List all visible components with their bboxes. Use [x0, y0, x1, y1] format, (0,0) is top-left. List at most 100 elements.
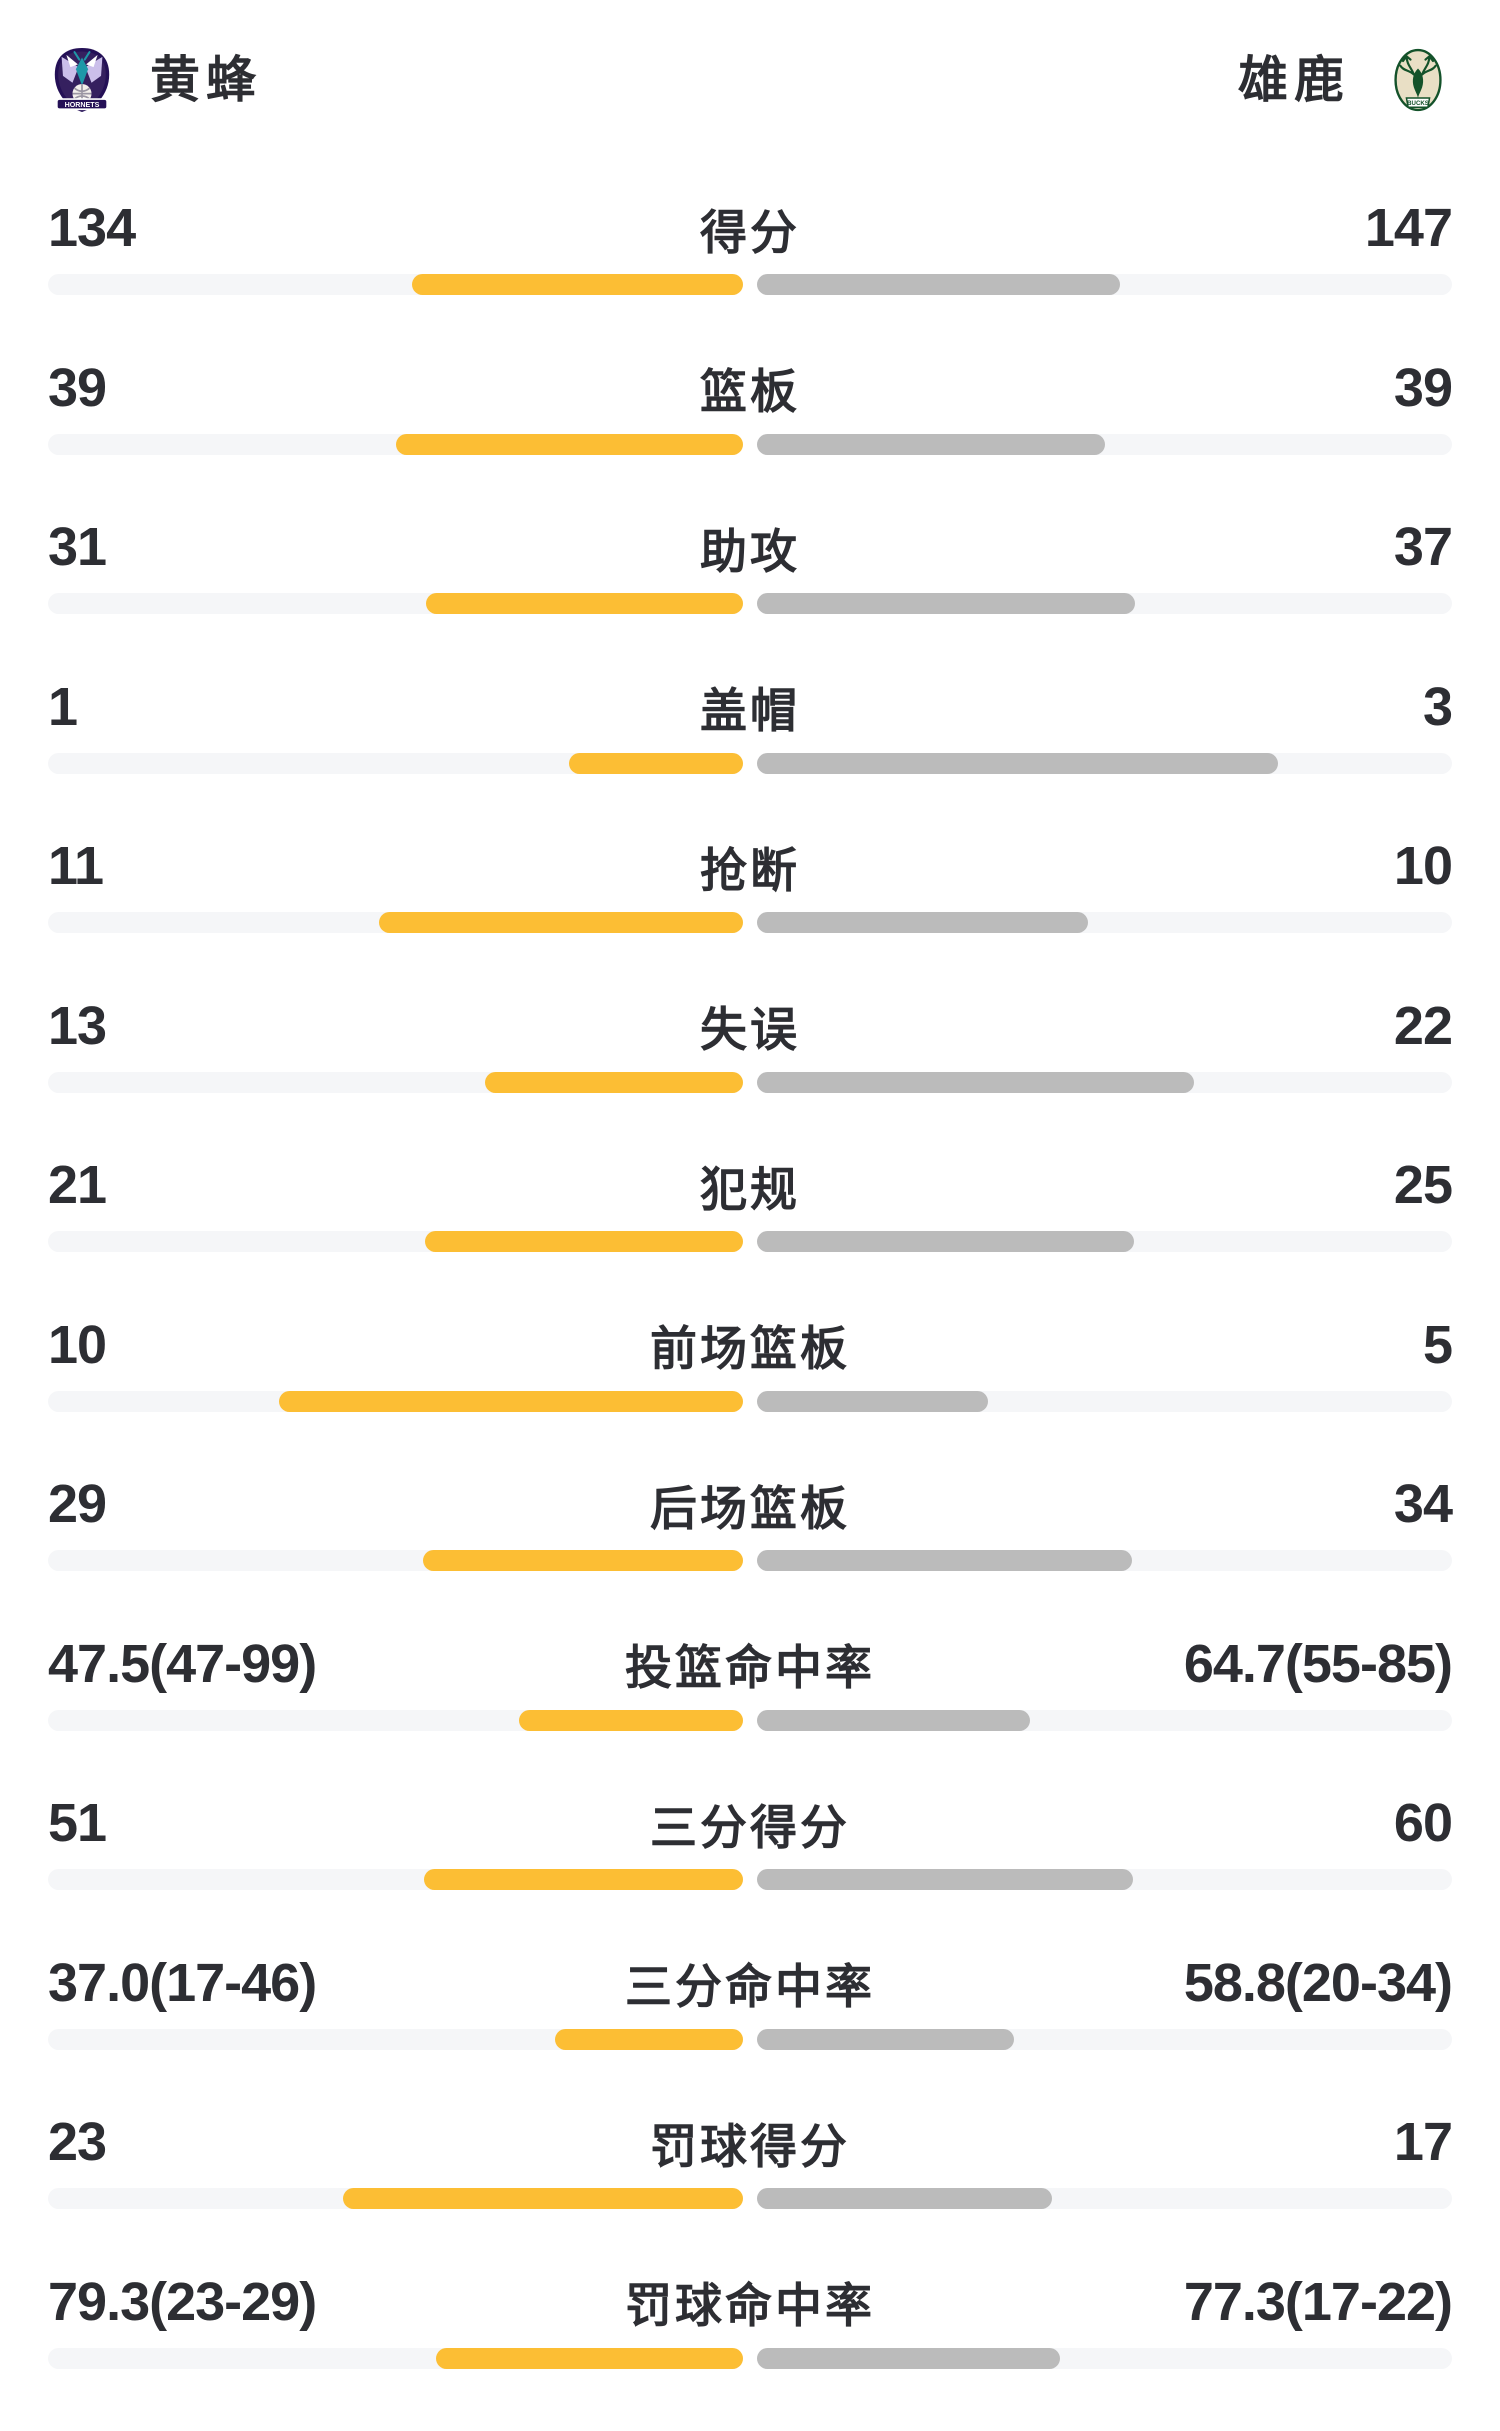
stat-row: 31 助攻 37 [48, 517, 1452, 677]
home-bar [426, 593, 743, 614]
home-bar [279, 1391, 743, 1412]
stat-row: 1 盖帽 3 [48, 677, 1452, 837]
away-value: 39 [800, 357, 1452, 419]
stat-row: 21 犯规 25 [48, 1155, 1452, 1315]
hornets-logo-text: HORNETS [65, 101, 100, 109]
away-bar [757, 274, 1120, 295]
home-team-name: 黄蜂 [150, 46, 262, 114]
away-value: 60 [850, 1792, 1452, 1854]
home-bar [569, 753, 743, 774]
stat-row: 23 罚球得分 17 [48, 2112, 1452, 2272]
home-bar [485, 1072, 743, 1093]
home-bar [412, 274, 744, 295]
away-bar [757, 1391, 988, 1412]
away-bar [757, 434, 1105, 455]
home-value: 31 [48, 516, 700, 578]
home-bar [396, 434, 744, 455]
stat-row: 51 三分得分 60 [48, 1793, 1452, 1953]
home-bar [519, 1710, 743, 1731]
away-value: 77.3(17-22) [875, 2271, 1452, 2333]
away-bar [757, 1231, 1134, 1252]
stat-row-values: 39 篮板 39 [48, 358, 1452, 418]
stat-row-values: 37.0(17-46) 三分命中率 58.8(20-34) [48, 1953, 1452, 2013]
stat-label: 后场篮板 [650, 1470, 850, 1539]
stat-label: 盖帽 [700, 672, 800, 741]
away-value: 22 [800, 995, 1452, 1057]
stat-row-values: 1 盖帽 3 [48, 677, 1452, 737]
stat-row: 29 后场篮板 34 [48, 1474, 1452, 1634]
stat-row: 79.3(23-29) 罚球命中率 77.3(17-22) [48, 2272, 1452, 2431]
away-value: 64.7(55-85) [875, 1633, 1452, 1695]
away-value: 58.8(20-34) [875, 1952, 1452, 2014]
stat-row: 39 篮板 39 [48, 358, 1452, 518]
stat-row: 13 失误 22 [48, 996, 1452, 1156]
stat-label: 三分得分 [650, 1789, 850, 1858]
stat-row-values: 47.5(47-99) 投篮命中率 64.7(55-85) [48, 1634, 1452, 1694]
away-value: 5 [850, 1314, 1452, 1376]
stat-row-values: 29 后场篮板 34 [48, 1474, 1452, 1534]
away-bar [757, 2188, 1052, 2209]
home-bar [343, 2188, 743, 2209]
stat-row-values: 79.3(23-29) 罚球命中率 77.3(17-22) [48, 2272, 1452, 2332]
home-value: 11 [48, 835, 700, 897]
stat-label: 罚球命中率 [625, 2267, 875, 2336]
stat-label: 犯规 [700, 1151, 800, 1220]
stat-row-values: 31 助攻 37 [48, 517, 1452, 577]
stat-label: 失误 [700, 991, 800, 1060]
stat-label: 前场篮板 [650, 1310, 850, 1379]
stat-label: 得分 [700, 194, 800, 263]
hornets-logo-icon: HORNETS [48, 46, 116, 114]
away-bar [757, 2348, 1060, 2369]
stat-row-values: 134 得分 147 [48, 198, 1452, 258]
stat-row: 37.0(17-46) 三分命中率 58.8(20-34) [48, 1953, 1452, 2113]
away-value: 25 [800, 1154, 1452, 1216]
away-bar [757, 2029, 1014, 2050]
stat-bar [48, 1072, 1452, 1093]
stat-row-values: 13 失误 22 [48, 996, 1452, 1056]
away-value: 3 [800, 676, 1452, 738]
stat-row-values: 23 罚球得分 17 [48, 2112, 1452, 2172]
away-bar [757, 593, 1135, 614]
stat-row: 134 得分 147 [48, 198, 1452, 358]
home-value: 51 [48, 1792, 650, 1854]
home-value: 21 [48, 1154, 700, 1216]
home-value: 13 [48, 995, 700, 1057]
home-team-header[interactable]: HORNETS 黄蜂 [48, 46, 262, 114]
bucks-logo-text: BUCKS [1407, 100, 1429, 107]
home-value: 29 [48, 1473, 650, 1535]
home-value: 23 [48, 2111, 650, 2173]
stat-bar [48, 1231, 1452, 1252]
away-bar [757, 912, 1088, 933]
stat-bar [48, 2188, 1452, 2209]
home-bar [436, 2348, 743, 2369]
stat-label: 抢断 [700, 832, 800, 901]
away-bar [757, 1550, 1132, 1571]
home-bar [379, 912, 743, 933]
home-value: 39 [48, 357, 700, 419]
away-value: 37 [800, 516, 1452, 578]
stat-row-values: 11 抢断 10 [48, 836, 1452, 896]
stat-bar [48, 1710, 1452, 1731]
away-bar [757, 1710, 1030, 1731]
stat-bar [48, 593, 1452, 614]
stat-bar [48, 753, 1452, 774]
away-bar [757, 753, 1278, 774]
away-value: 34 [850, 1473, 1452, 1535]
away-team-header[interactable]: 雄鹿 BUCKS [1238, 46, 1452, 114]
home-value: 37.0(17-46) [48, 1952, 625, 2014]
away-value: 147 [800, 197, 1452, 259]
home-bar [425, 1231, 743, 1252]
home-value: 1 [48, 676, 700, 738]
stat-bar [48, 1869, 1452, 1890]
home-value: 10 [48, 1314, 650, 1376]
stat-row-values: 51 三分得分 60 [48, 1793, 1452, 1853]
away-bar [757, 1072, 1194, 1093]
home-bar [423, 1550, 743, 1571]
stat-bar [48, 2029, 1452, 2050]
bucks-logo-icon: BUCKS [1384, 46, 1452, 114]
away-value: 17 [850, 2111, 1452, 2173]
stat-label: 投篮命中率 [625, 1629, 875, 1698]
away-team-name: 雄鹿 [1238, 46, 1350, 114]
stat-label: 三分命中率 [625, 1948, 875, 2017]
home-value: 79.3(23-29) [48, 2271, 625, 2333]
